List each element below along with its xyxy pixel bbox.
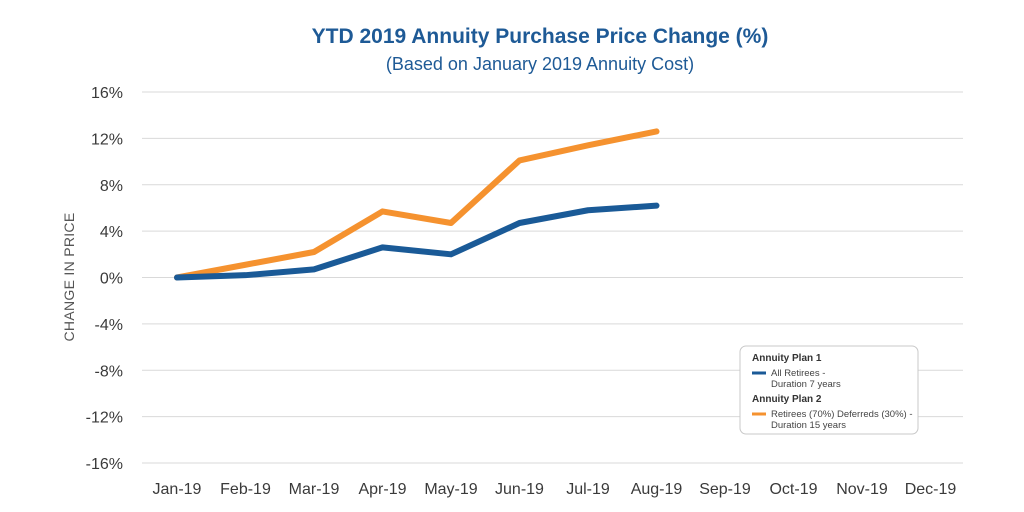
x-tick-label: Sep-19 <box>699 481 751 498</box>
y-tick-label: 4% <box>100 224 123 241</box>
legend-plan2-line1: Retirees (70%) Deferreds (30%) - <box>771 409 913 420</box>
x-tick-label: Aug-19 <box>631 481 683 498</box>
chart-subtitle: (Based on January 2019 Annuity Cost) <box>386 54 694 74</box>
y-tick-label: 12% <box>91 131 123 148</box>
x-tick-label: Mar-19 <box>289 481 340 498</box>
y-tick-label: -8% <box>95 363 123 380</box>
y-tick-label: -12% <box>86 410 123 427</box>
y-tick-label: -16% <box>86 456 123 473</box>
legend-plan2-title: Annuity Plan 2 <box>752 394 822 405</box>
x-tick-label: Apr-19 <box>358 481 406 498</box>
y-tick-label: 0% <box>100 271 123 288</box>
legend: Annuity Plan 1 All Retirees - Duration 7… <box>739 345 919 435</box>
x-tick-label: May-19 <box>424 481 477 498</box>
y-tick-label: 16% <box>91 85 123 102</box>
y-tick-label: 8% <box>100 178 123 195</box>
legend-box <box>739 345 919 435</box>
x-tick-label: Jan-19 <box>153 481 202 498</box>
y-axis-label: CHANGE IN PRICE <box>61 213 77 342</box>
x-tick-label: Jul-19 <box>566 481 610 498</box>
series-line-plan1 <box>174 202 660 281</box>
legend-plan1-line2: Duration 7 years <box>771 379 841 390</box>
x-tick-label: Nov-19 <box>836 481 888 498</box>
series-line-plan2 <box>174 128 660 281</box>
x-tick-label: Dec-19 <box>905 481 957 498</box>
x-tick-label: Feb-19 <box>220 481 271 498</box>
x-tick-label: Jun-19 <box>495 481 544 498</box>
legend-plan1-line1: All Retirees - <box>771 368 825 379</box>
legend-plan2-line2: Duration 15 years <box>771 420 846 431</box>
y-tick-label: -4% <box>95 317 123 334</box>
x-tick-label: Oct-19 <box>769 481 817 498</box>
chart-title: YTD 2019 Annuity Purchase Price Change (… <box>312 25 769 48</box>
legend-plan1-title: Annuity Plan 1 <box>752 353 822 364</box>
